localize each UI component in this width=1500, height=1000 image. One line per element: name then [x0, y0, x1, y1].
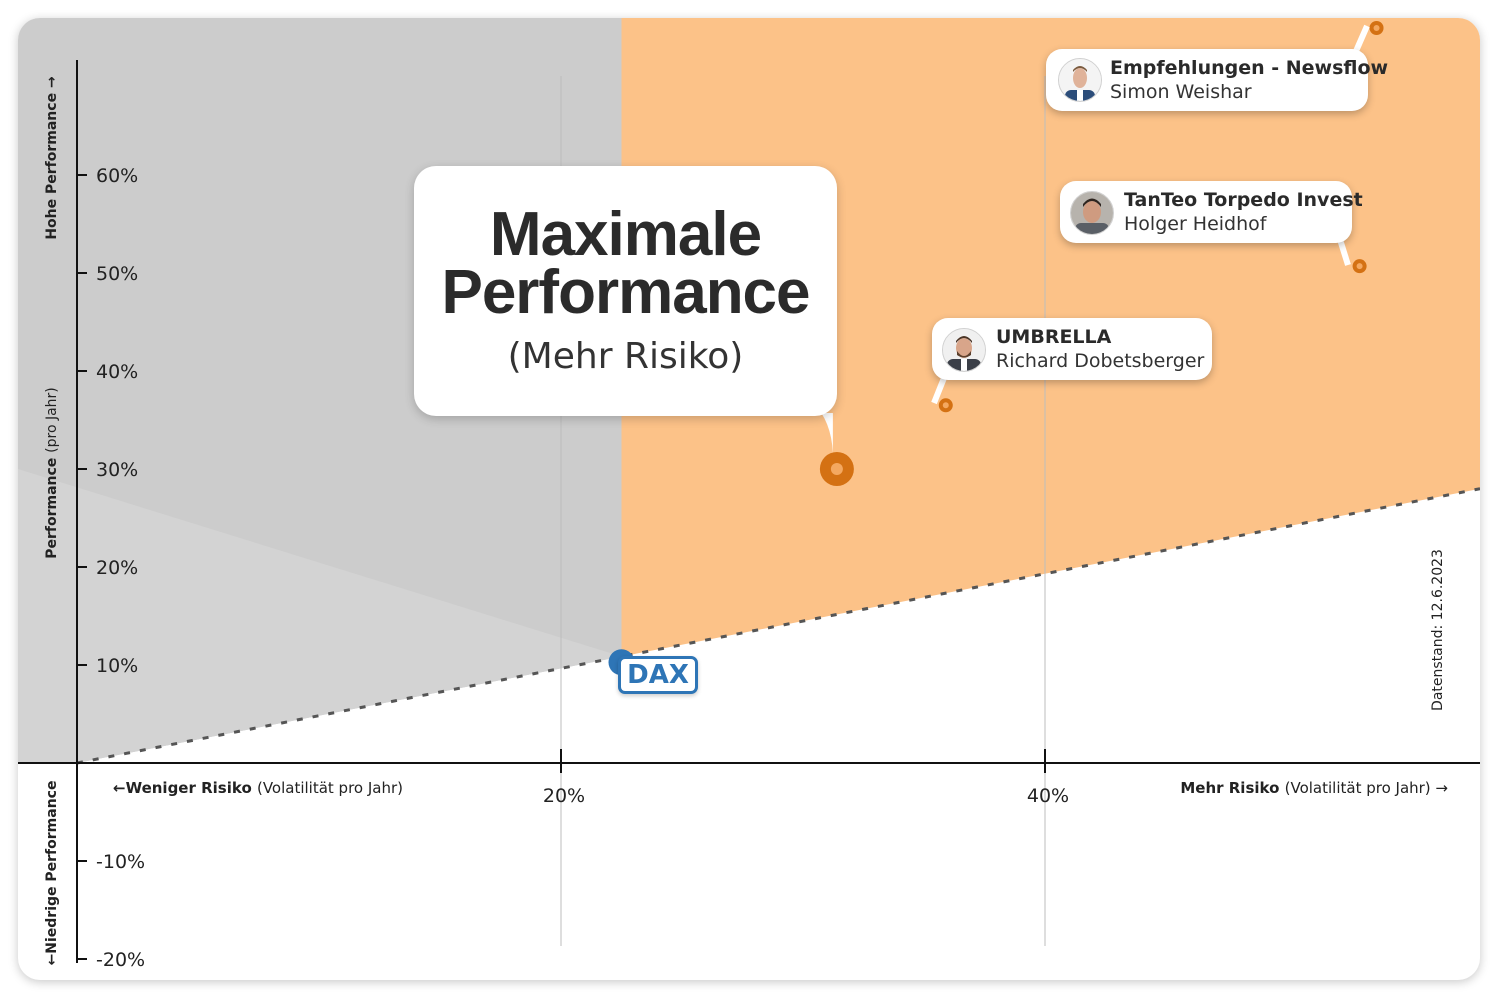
- x-axis-label-right: Mehr Risiko (Volatilität pro Jahr) →: [1180, 779, 1448, 797]
- fund-manager: Holger Heidhof: [1124, 213, 1267, 235]
- callout-subtitle: (Mehr Risiko): [507, 336, 744, 377]
- y-tick-label: 30%: [96, 459, 138, 481]
- y-axis-label-top: Hohe Performance →: [44, 76, 60, 240]
- y-tick-label: 60%: [96, 165, 138, 187]
- y-axis-label-bottom: ←Niedrige Performance: [44, 781, 60, 966]
- manager-avatar: [1070, 191, 1114, 235]
- chart-plot: 60% 50% 40% 30% 20% 10% -10% -20% 20% 40% ←Wenige…: [18, 18, 1480, 971]
- fund-name: TanTeo Torpedo Invest: [1124, 189, 1363, 211]
- low-risk-region-shade: [18, 469, 622, 763]
- data-point-center: [942, 402, 949, 409]
- manager-avatar: [1058, 58, 1102, 102]
- chart-card: 60% 50% 40% 30% 20% 10% -10% -20% 20% 40% ←Wenige…: [18, 18, 1480, 980]
- callout-title: Maximale Performance: [441, 200, 810, 327]
- max-performance-callout: Maximale Performance (Mehr Risiko): [414, 166, 837, 416]
- fund-name: Empfehlungen - Newsflow: [1110, 57, 1389, 79]
- fund-name: UMBRELLA: [996, 326, 1112, 348]
- fund-bubble-empfehlungen[interactable]: Empfehlungen - Newsflow Simon Weishar: [1046, 49, 1388, 111]
- y-tick-label: 20%: [96, 557, 138, 579]
- fund-bubble-tanteo[interactable]: TanTeo Torpedo Invest Holger Heidhof: [1060, 181, 1363, 243]
- data-point-center: [1373, 25, 1380, 31]
- fund-manager: Simon Weishar: [1110, 81, 1252, 103]
- x-tick-label: 40%: [1027, 785, 1069, 807]
- dax-benchmark-badge[interactable]: DAX: [618, 656, 698, 694]
- y-tick-label: -10%: [96, 851, 145, 873]
- data-point-center: [1356, 263, 1363, 270]
- fund-manager: Richard Dobetsberger: [996, 350, 1205, 372]
- y-tick-label: -20%: [96, 949, 145, 971]
- fund-bubble-umbrella[interactable]: UMBRELLA Richard Dobetsberger: [932, 318, 1212, 380]
- y-axis-label: Performance (pro Jahr): [44, 387, 60, 559]
- data-point-center: [830, 463, 843, 475]
- y-tick-label: 50%: [96, 263, 138, 285]
- y-tick-label: 40%: [96, 361, 138, 383]
- y-tick-label: 10%: [96, 655, 138, 677]
- x-axis-label-left: ←Weniger Risiko (Volatilität pro Jahr): [113, 779, 403, 797]
- x-tick-label: 20%: [543, 785, 585, 807]
- manager-avatar: [942, 328, 986, 372]
- date-note: Datenstand: 12.6.2023: [1430, 549, 1446, 711]
